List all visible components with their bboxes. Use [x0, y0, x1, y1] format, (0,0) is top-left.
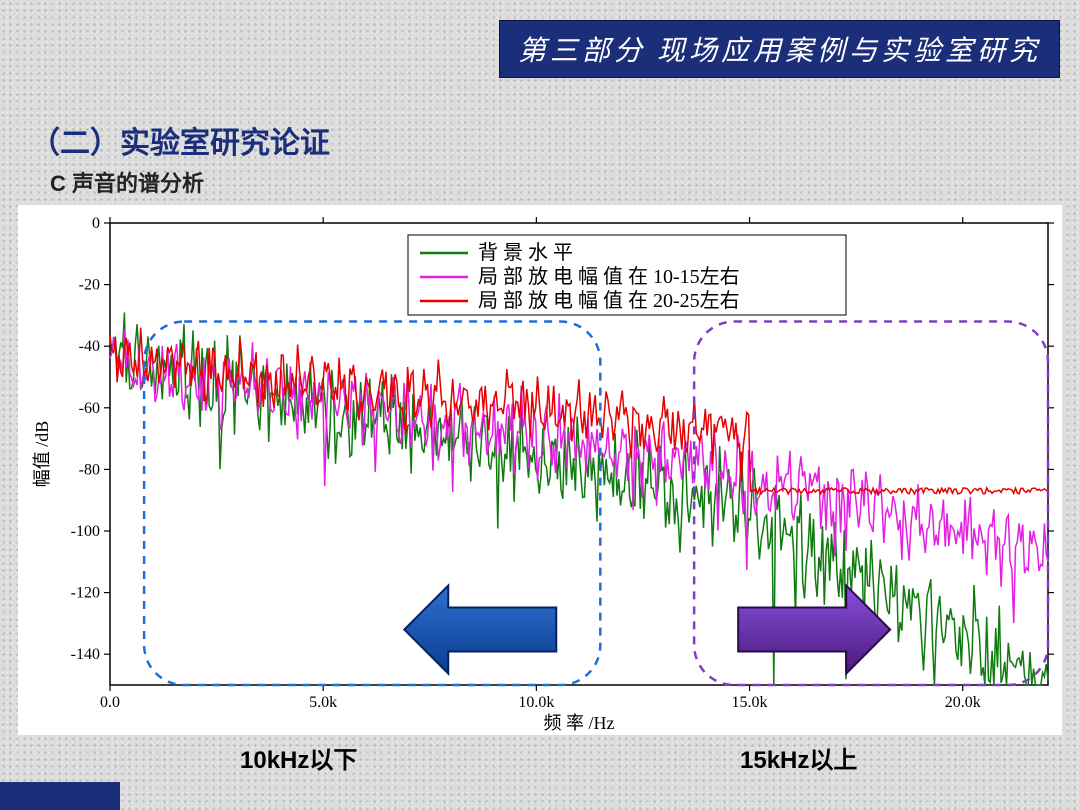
svg-text:-60: -60 [79, 400, 100, 417]
svg-text:频 率 /Hz: 频 率 /Hz [544, 713, 615, 733]
svg-text:5.0k: 5.0k [309, 694, 337, 711]
chart-svg: 0 -20 -40 -60 -80 -100 -120 -140 0.0 5.0k 10.0k 15.… [18, 205, 1062, 735]
svg-text:-120: -120 [71, 585, 100, 602]
svg-text:背 景 水 平: 背 景 水 平 [478, 241, 573, 264]
svg-text:-100: -100 [71, 523, 100, 540]
svg-text:0: 0 [92, 215, 100, 232]
annotation-below-10khz: 10kHz以下 [240, 740, 357, 775]
section-title: （二）实验室研究论证 [30, 118, 330, 162]
annotation-above-15khz: 15kHz以上 [740, 740, 857, 775]
header-banner: 第三部分 现场应用案例与实验室研究 [499, 20, 1060, 78]
svg-text:局 部 放 电 幅 值 在 10-15左右: 局 部 放 电 幅 值 在 10-15左右 [478, 265, 740, 288]
sub-title: C 声音的谱分析 [50, 166, 204, 198]
svg-text:-40: -40 [79, 338, 100, 355]
svg-text:-20: -20 [79, 277, 100, 294]
spectrum-chart: 0 -20 -40 -60 -80 -100 -120 -140 0.0 5.0k 10.0k 15.… [18, 205, 1062, 735]
svg-text:15.0k: 15.0k [732, 694, 768, 711]
svg-text:幅值 /dB: 幅值 /dB [32, 421, 52, 488]
svg-text:20.0k: 20.0k [945, 694, 981, 711]
svg-text:局 部 放 电 幅 值 在 20-25左右: 局 部 放 电 幅 值 在 20-25左右 [478, 289, 740, 312]
svg-text:10.0k: 10.0k [518, 694, 554, 711]
svg-text:0.0: 0.0 [100, 694, 120, 711]
footer-accent-bar [0, 782, 120, 810]
svg-text:-140: -140 [71, 646, 100, 663]
svg-text:-80: -80 [79, 461, 100, 478]
